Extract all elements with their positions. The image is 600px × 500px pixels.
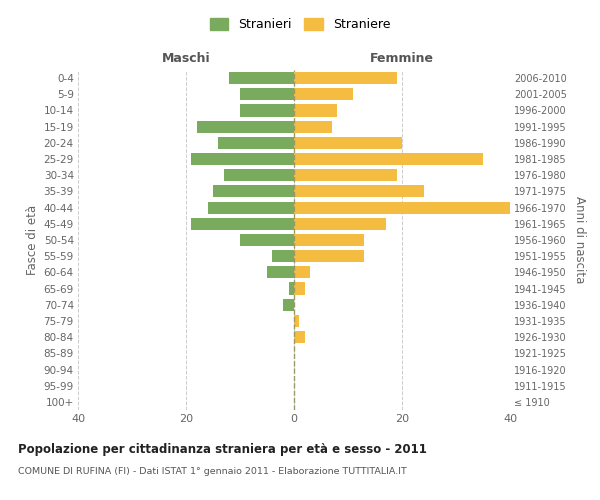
- Bar: [213, 186, 294, 198]
- Bar: [289, 282, 294, 294]
- Bar: [229, 72, 294, 84]
- Text: Popolazione per cittadinanza straniera per età e sesso - 2011: Popolazione per cittadinanza straniera p…: [18, 442, 427, 456]
- Bar: [294, 202, 510, 213]
- Bar: [218, 137, 294, 149]
- Bar: [294, 282, 305, 294]
- Bar: [240, 234, 294, 246]
- Text: Maschi: Maschi: [161, 52, 211, 65]
- Text: Femmine: Femmine: [370, 52, 434, 65]
- Bar: [191, 153, 294, 165]
- Bar: [267, 266, 294, 278]
- Legend: Stranieri, Straniere: Stranieri, Straniere: [203, 11, 397, 38]
- Bar: [191, 218, 294, 230]
- Bar: [294, 331, 305, 343]
- Bar: [294, 266, 310, 278]
- Y-axis label: Fasce di età: Fasce di età: [26, 205, 40, 275]
- Bar: [294, 186, 424, 198]
- Bar: [294, 137, 402, 149]
- Bar: [208, 202, 294, 213]
- Text: COMUNE DI RUFINA (FI) - Dati ISTAT 1° gennaio 2011 - Elaborazione TUTTITALIA.IT: COMUNE DI RUFINA (FI) - Dati ISTAT 1° ge…: [18, 468, 407, 476]
- Bar: [294, 72, 397, 84]
- Bar: [294, 153, 483, 165]
- Bar: [294, 218, 386, 230]
- Bar: [294, 104, 337, 117]
- Bar: [294, 169, 397, 181]
- Bar: [240, 104, 294, 117]
- Bar: [224, 169, 294, 181]
- Bar: [283, 298, 294, 311]
- Bar: [294, 250, 364, 262]
- Y-axis label: Anni di nascita: Anni di nascita: [572, 196, 586, 284]
- Bar: [294, 88, 353, 101]
- Bar: [240, 88, 294, 101]
- Bar: [294, 234, 364, 246]
- Bar: [294, 315, 299, 327]
- Bar: [197, 120, 294, 132]
- Bar: [294, 120, 332, 132]
- Bar: [272, 250, 294, 262]
